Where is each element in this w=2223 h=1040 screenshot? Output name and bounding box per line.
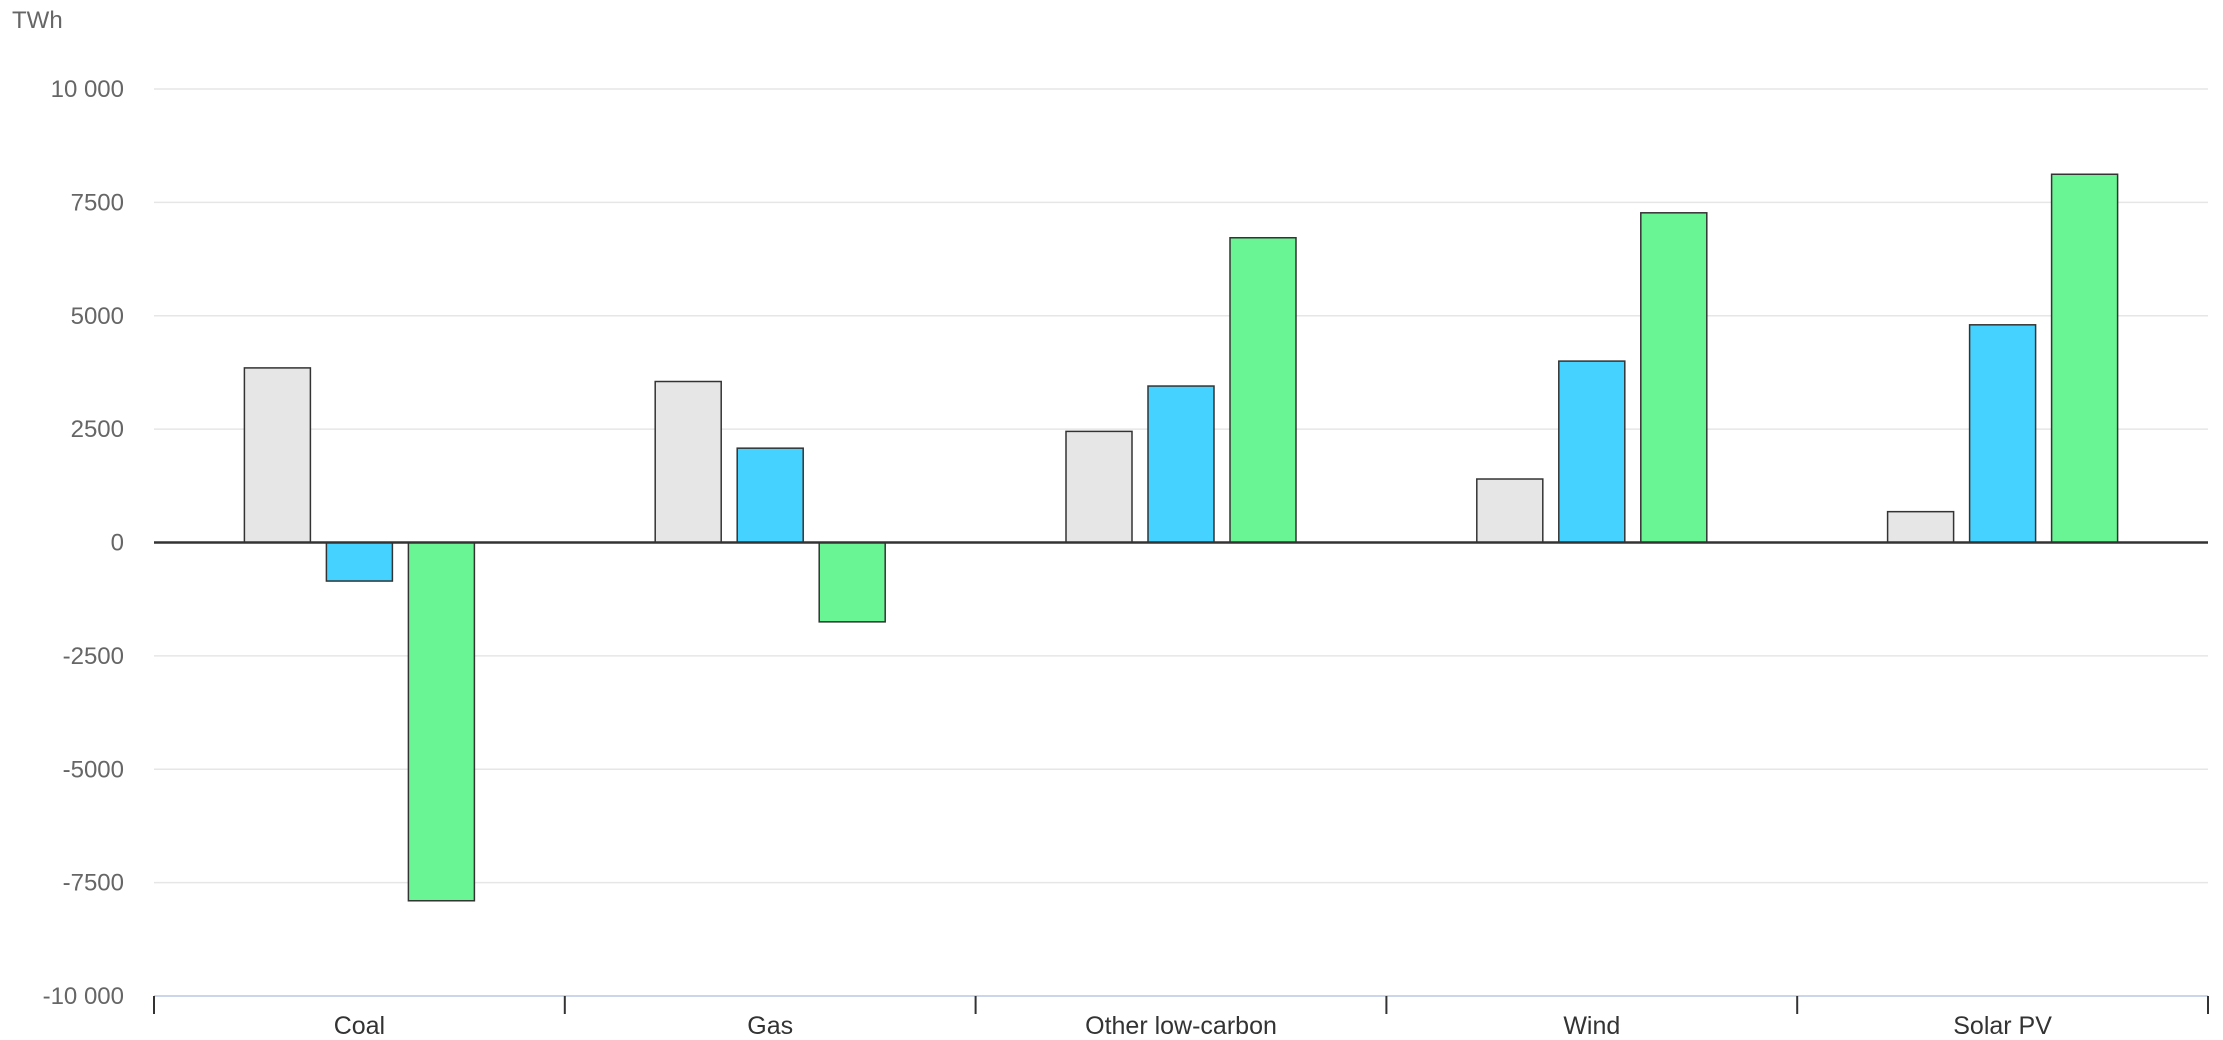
bar [818,541,886,623]
bar [1476,478,1544,544]
grid-lines [154,88,2208,884]
bar [243,367,312,544]
x-tick-label: Solar PV [1953,1012,2052,1040]
y-axis-unit-label: TWh [12,7,63,34]
y-tick-label: 0 [111,530,124,557]
bars [243,173,2119,902]
y-tick-label: 7500 [71,189,124,216]
x-tick-label: Wind [1563,1012,1620,1040]
bar [1065,430,1133,544]
y-tick-label: -10 000 [43,983,124,1010]
y-tick-label: 2500 [71,416,124,443]
bar [654,380,722,544]
x-tick-label: Other low-carbon [1085,1012,1277,1040]
bar [2050,173,2119,544]
bar [407,541,476,902]
bar [1558,360,1626,544]
bar [1229,236,1297,544]
y-tick-label: -2500 [63,643,124,670]
x-tick-label: Coal [334,1012,385,1040]
y-tick-label: -7500 [63,870,124,897]
axes [153,541,2209,1014]
y-tick-label: 10 000 [51,76,124,103]
bar [325,541,394,582]
bar [736,447,804,544]
bar [1886,510,1955,544]
x-axis-tick-labels: Coal Gas Other low-carbon Wind Solar PV [334,1012,2053,1040]
x-tick-label: Gas [747,1012,793,1040]
bar [1640,212,1708,544]
bar [1968,324,2037,544]
bar [1147,385,1215,544]
y-axis-tick-labels: 10 000 7500 5000 2500 0 -2500 -5000 -7500 -10 00… [43,76,124,1010]
y-tick-label: -5000 [63,756,124,783]
y-tick-label: 5000 [71,303,124,330]
